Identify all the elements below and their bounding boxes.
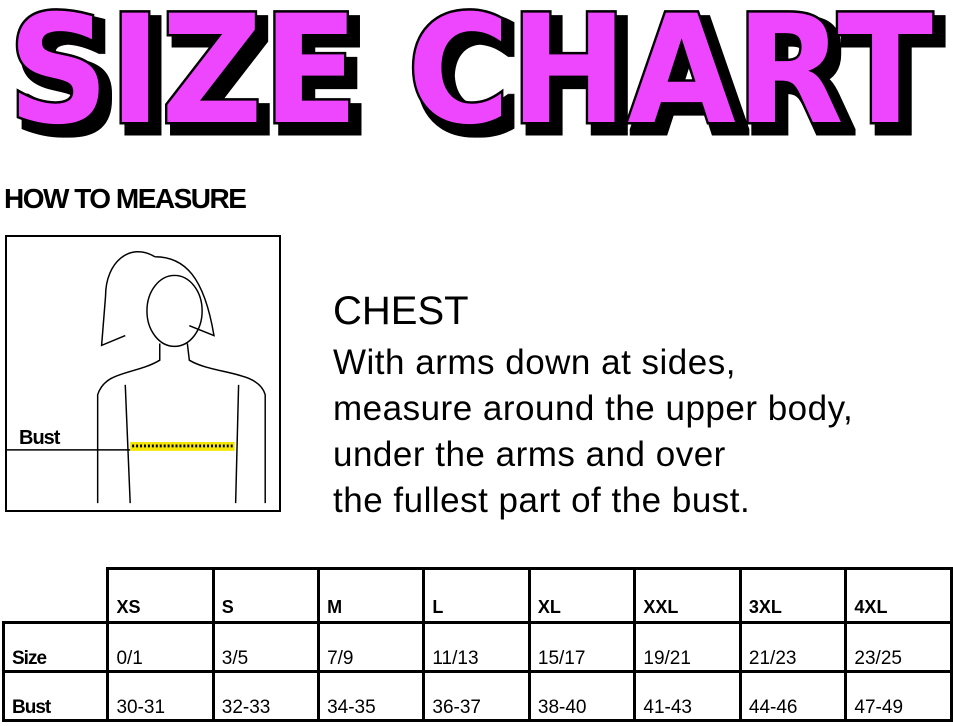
instruction-line: measure around the upper body, bbox=[333, 389, 854, 428]
row-label: Size bbox=[1, 621, 110, 673]
table-cell: 44-46 bbox=[738, 670, 848, 722]
column-header: 4XL bbox=[844, 567, 953, 624]
column-header: XS bbox=[106, 567, 215, 624]
table-cell: 47-49 bbox=[844, 670, 953, 722]
table-cell: 21/23 bbox=[738, 621, 848, 673]
instruction-line: under the arms and over bbox=[333, 435, 726, 474]
table-cell: 30-31 bbox=[106, 670, 215, 722]
table-cell: 23/25 bbox=[844, 621, 953, 673]
table-cell: 15/17 bbox=[527, 621, 637, 673]
column-header: M bbox=[317, 567, 426, 624]
table-cell: 36-37 bbox=[422, 670, 531, 722]
measure-illustration: Bust bbox=[5, 235, 281, 512]
column-header: XL bbox=[527, 567, 637, 624]
column-header: XXL bbox=[633, 567, 742, 624]
row-label: Bust bbox=[1, 670, 110, 722]
column-header: 3XL bbox=[738, 567, 848, 624]
chest-instructions: With arms down at sides, measure around … bbox=[333, 340, 853, 524]
instruction-line: the fullest part of the bust. bbox=[333, 481, 751, 520]
table-cell: 3/5 bbox=[211, 621, 321, 673]
size-table: XS S M L XL XXL 3XL 4XL Size 0/1 3/5 7/9… bbox=[1, 567, 953, 722]
table-cell: 41-43 bbox=[633, 670, 742, 722]
table-cell: 32-33 bbox=[211, 670, 321, 722]
column-header: L bbox=[422, 567, 531, 624]
title-text: SIZE CHART bbox=[8, 0, 933, 158]
table-cell: 34-35 bbox=[317, 670, 426, 722]
how-to-measure-heading: HOW TO MEASURE bbox=[4, 183, 247, 214]
table-cell: 19/21 bbox=[633, 621, 742, 673]
table-cell: 11/13 bbox=[422, 621, 531, 673]
table-cell: 38-40 bbox=[527, 670, 637, 722]
table-cell: 0/1 bbox=[106, 621, 215, 673]
instruction-line: With arms down at sides, bbox=[333, 343, 736, 382]
column-header: S bbox=[211, 567, 321, 624]
chest-heading: CHEST bbox=[333, 289, 469, 333]
table-row: Size 0/1 3/5 7/9 11/13 15/17 19/21 21/23… bbox=[1, 621, 953, 673]
size-chart-title: SIZE CHART bbox=[4, 0, 949, 161]
table-row: Bust 30-31 32-33 34-35 36-37 38-40 41-43… bbox=[1, 670, 953, 722]
header-row: XS S M L XL XXL 3XL 4XL bbox=[3, 567, 953, 624]
bust-label: Bust bbox=[19, 427, 60, 449]
table-cell: 7/9 bbox=[317, 621, 426, 673]
